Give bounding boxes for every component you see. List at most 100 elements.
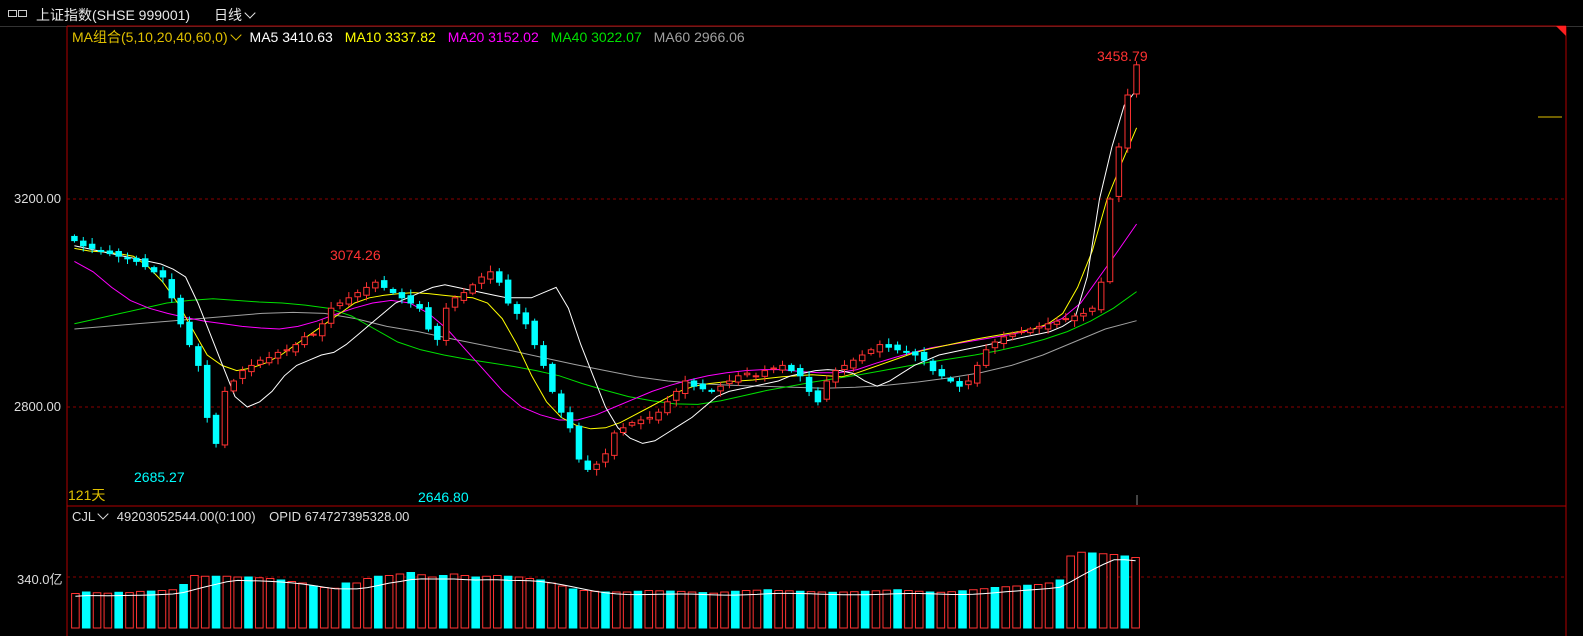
volume-bar — [81, 591, 91, 629]
candle-body-up — [327, 307, 335, 324]
candle-body-up — [1080, 312, 1087, 317]
candle-body-down — [504, 279, 512, 304]
volume-bar — [893, 589, 902, 629]
volume-bar — [482, 575, 491, 629]
candle-body-up — [310, 333, 317, 336]
volume-bar — [536, 579, 545, 629]
volume-bar — [806, 591, 816, 629]
candle — [248, 359, 255, 377]
volume-bar — [406, 572, 416, 629]
candle-body-up — [1089, 307, 1096, 312]
candle-body-down — [920, 351, 928, 361]
volume-ma-line — [75, 559, 1136, 597]
volume-bar — [644, 590, 654, 629]
candle-body-up — [1097, 281, 1105, 311]
volume-bar — [114, 591, 123, 629]
volume-bar — [914, 590, 924, 629]
candle-body-up — [221, 390, 229, 446]
candle — [425, 301, 432, 332]
volume-bar — [179, 584, 188, 629]
volume-bar — [287, 581, 297, 629]
candle-body-down — [885, 344, 892, 348]
candle-body-up — [850, 359, 857, 369]
candle — [363, 282, 370, 301]
volume-bar — [882, 589, 892, 629]
candle-body-up — [858, 354, 866, 362]
candle-body-down — [531, 320, 538, 346]
candle — [230, 378, 237, 393]
candle-body-down — [549, 363, 556, 392]
candle-body-down — [80, 240, 87, 247]
candle — [841, 360, 848, 375]
candle-body-down — [540, 345, 547, 366]
candle-body-up — [726, 380, 733, 385]
candle — [1044, 317, 1052, 334]
candle — [717, 382, 724, 397]
ma20-line — [74, 223, 1138, 421]
candle — [1035, 322, 1043, 334]
volume-bar — [493, 575, 502, 629]
period-selector[interactable]: 日线 — [214, 5, 256, 25]
candle-body-down — [699, 383, 707, 390]
candle — [1071, 312, 1078, 327]
candle-body-down — [557, 393, 565, 413]
candle — [265, 351, 273, 366]
candle-body-up — [363, 286, 370, 296]
candle — [504, 274, 512, 306]
candle — [460, 287, 468, 304]
candle — [646, 411, 654, 424]
volume-bar — [1023, 584, 1032, 629]
candle-body-up — [1133, 64, 1140, 95]
candle — [372, 279, 379, 293]
candle-body-up — [265, 357, 273, 364]
candle-body-up — [319, 323, 326, 337]
candle-body-down — [796, 368, 804, 377]
volume-legend: CJL 49203052544.00(0:100) OPID 674727395… — [72, 508, 419, 524]
candle-body-down — [956, 381, 963, 387]
ma-legend: MA组合(5,10,20,40,60,0) MA5 3410.63 MA10 3… — [72, 27, 753, 47]
candle — [177, 294, 184, 328]
candle-body-down — [947, 377, 954, 382]
volume-bar — [763, 589, 773, 629]
candle — [106, 245, 114, 257]
candle-body-up — [1009, 333, 1016, 337]
window-menu-icon[interactable] — [8, 8, 28, 18]
candle-body-down — [929, 360, 937, 372]
candle-body-up — [1053, 320, 1061, 325]
candle — [1027, 326, 1034, 335]
ma-group-label: MA组合(5,10,20,40,60,0) — [72, 29, 228, 45]
candle — [894, 341, 901, 354]
volume-bar — [471, 576, 480, 629]
candle-body-up — [646, 416, 654, 420]
candle-body-up — [1071, 315, 1078, 322]
ma-group-selector[interactable]: MA组合(5,10,20,40,60,0) — [72, 29, 244, 45]
volume-bar — [947, 591, 956, 629]
candle-body-up — [841, 364, 848, 371]
volume-bar — [319, 587, 329, 629]
candle-body-down — [814, 390, 822, 403]
candle-body-down — [575, 425, 583, 460]
candle-body-down — [97, 249, 105, 252]
candle-body-down — [894, 344, 901, 351]
candle — [212, 412, 220, 448]
candle — [345, 292, 353, 307]
candle — [699, 379, 707, 392]
candle — [487, 265, 494, 284]
volume-value: 49203052544.00(0:100) — [116, 509, 256, 524]
y-axis-label-3200: 3200.00 — [14, 191, 61, 206]
candle-body-up — [1106, 198, 1114, 283]
candle-body-up — [1027, 328, 1034, 334]
candle — [513, 301, 521, 320]
candle-body-up — [974, 364, 981, 384]
candle — [593, 461, 600, 476]
candle — [885, 338, 892, 352]
candle — [752, 372, 760, 383]
candle-body-up — [274, 351, 282, 359]
candle-body-up — [832, 370, 839, 383]
candle-body-down — [177, 297, 184, 325]
corner-marker-icon — [1556, 26, 1566, 36]
volume-indicator-selector[interactable]: CJL — [72, 508, 111, 524]
candle — [380, 275, 388, 291]
candle — [274, 349, 282, 365]
